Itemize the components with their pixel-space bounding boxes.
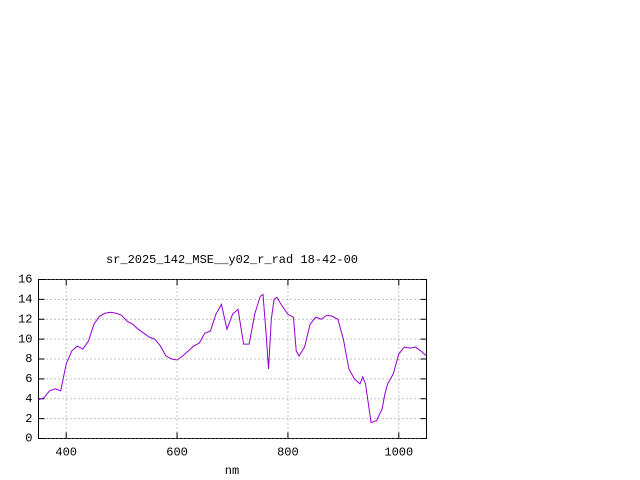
chart-title: sr_2025_142_MSE__y02_r_rad 18-42-00	[106, 253, 358, 267]
data-line	[38, 293, 427, 424]
y-tick-label: 16	[18, 273, 32, 287]
y-tick-label: 10	[18, 332, 32, 346]
x-tick-label: 600	[166, 446, 188, 460]
x-tick-label: 1000	[384, 446, 413, 460]
y-tick-label: 4	[25, 392, 32, 406]
x-axis-label: nm	[225, 464, 239, 478]
y-tick-label: 2	[25, 412, 32, 426]
y-tick-label: 6	[25, 372, 32, 386]
x-tick-label: 400	[55, 446, 77, 460]
plot-frame	[38, 279, 427, 439]
y-tick-label: 14	[18, 293, 32, 307]
y-tick-label: 0	[25, 432, 32, 446]
y-tick-label: 12	[18, 312, 32, 326]
y-tick-label: 8	[25, 352, 32, 366]
x-tick-label: 800	[277, 446, 299, 460]
